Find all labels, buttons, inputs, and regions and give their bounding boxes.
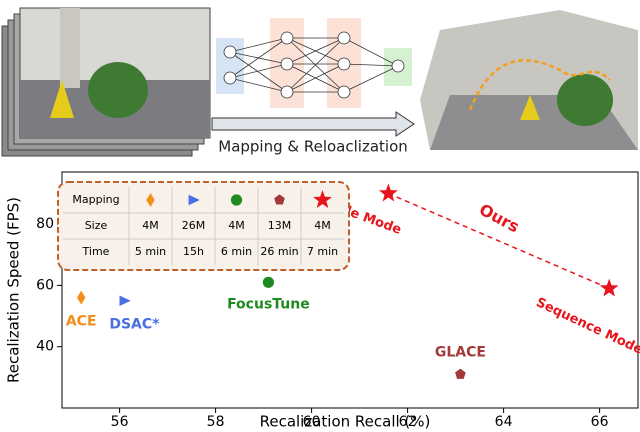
marker xyxy=(119,295,131,306)
y-tick-label: 80 xyxy=(36,216,54,232)
table-cell: 13M xyxy=(268,219,292,232)
marker xyxy=(378,183,398,202)
table-cell: 26 min xyxy=(260,245,298,258)
point-label: Sequence Mode xyxy=(534,295,640,358)
network-diagram xyxy=(216,18,412,108)
x-axis-label: Recalization Recall (%) xyxy=(260,413,431,431)
series-label: GLACE xyxy=(435,344,486,360)
table-cell: 4M xyxy=(314,219,331,232)
x-tick-label: 60 xyxy=(303,414,321,430)
table-marker xyxy=(146,193,155,207)
y-tick-label: 40 xyxy=(36,339,54,355)
table-cell: 4M xyxy=(228,219,245,232)
table-cell: 4M xyxy=(142,219,159,232)
series-label: Ours xyxy=(476,200,522,237)
plot-frame xyxy=(61,171,639,409)
series-label: FocusTune xyxy=(227,296,310,312)
chart: 56 58 60 62 64 66 40 60 80 ACE DSAC* FocusTune GLACE… xyxy=(36,181,640,430)
x-tick-label: 58 xyxy=(207,414,225,430)
table-cell: 5 min xyxy=(135,245,166,258)
series-label: DSAC* xyxy=(109,317,160,333)
series-line xyxy=(388,192,610,290)
table-marker xyxy=(188,194,200,206)
x-tick-label: 62 xyxy=(399,414,417,430)
pipeline-label: Mapping & Reloaclization xyxy=(218,138,408,156)
marker xyxy=(455,368,466,379)
point-cloud xyxy=(420,10,638,150)
y-axis-label: Recalization Speed (FPS) xyxy=(5,197,23,383)
table-cell: 26M xyxy=(182,219,206,232)
marker xyxy=(77,290,86,305)
table-marker xyxy=(313,190,332,209)
y-tick-label: 60 xyxy=(36,277,54,293)
image-stack xyxy=(1,7,211,157)
table-cell: 7 min xyxy=(307,245,338,258)
table-row-header: Time xyxy=(82,245,110,258)
table-cell: 15h xyxy=(183,245,204,258)
table-row-header: Mapping xyxy=(72,193,119,206)
x-tick-label: 66 xyxy=(591,414,609,430)
marker xyxy=(599,278,619,297)
table-cell: 6 min xyxy=(221,245,252,258)
x-tick-label: 56 xyxy=(111,414,129,430)
series-label: ACE xyxy=(66,314,97,330)
marker xyxy=(262,276,274,288)
x-tick-label: 64 xyxy=(495,414,513,430)
pipeline-arrow xyxy=(211,111,415,137)
table-row-header: Size xyxy=(85,219,108,232)
table-marker xyxy=(230,194,243,206)
table-marker xyxy=(274,194,285,205)
